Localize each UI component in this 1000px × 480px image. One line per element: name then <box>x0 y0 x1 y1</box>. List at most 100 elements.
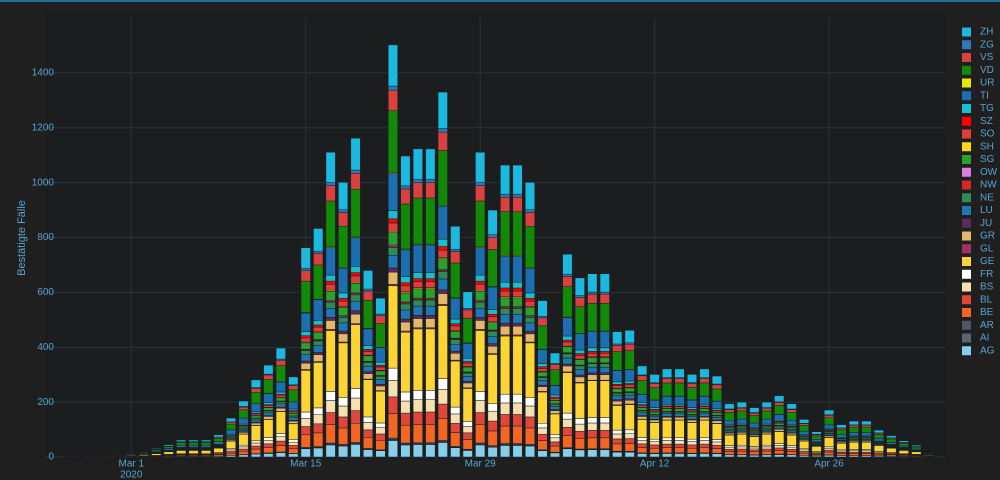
bar-segment <box>574 306 585 334</box>
bar-segment <box>836 424 847 429</box>
bar-segment <box>500 290 511 298</box>
bar-segment <box>350 283 361 294</box>
bar-segment <box>475 274 486 282</box>
bar-segment <box>512 335 523 395</box>
bar-segment <box>300 426 311 436</box>
bar-segment <box>612 381 623 385</box>
bar-segment <box>400 391 411 402</box>
bar-segment <box>412 424 423 443</box>
bar-segment <box>624 387 635 392</box>
bar-segment <box>799 419 810 424</box>
bar-segment <box>487 322 498 331</box>
bar-segment <box>500 425 511 444</box>
bar-segment <box>599 367 610 374</box>
bar-segment <box>612 345 623 352</box>
bar-segment <box>848 432 859 437</box>
legend-label: UR <box>980 78 994 89</box>
bar-segment <box>300 280 311 313</box>
bar-segment <box>313 432 324 447</box>
bar-segment <box>711 448 722 454</box>
bar-segment <box>537 368 548 372</box>
bar-segment <box>425 244 436 273</box>
bar-segment <box>612 331 623 345</box>
bar-segment <box>687 422 697 440</box>
bar-segment <box>425 182 436 199</box>
bar-segment <box>400 444 411 458</box>
bar-segment <box>549 441 560 447</box>
bar-segment <box>587 291 598 295</box>
bar-segment <box>637 365 648 376</box>
bar-segment <box>462 309 473 319</box>
bar-segment <box>250 391 261 405</box>
bar-segment <box>674 396 685 405</box>
bar-segment <box>512 281 523 289</box>
bar-segment <box>674 437 685 441</box>
bar-segment <box>599 303 610 332</box>
bar-segment <box>487 331 498 337</box>
bar-segment <box>300 418 311 427</box>
bar-segment <box>861 432 872 437</box>
bar-segment <box>412 318 423 329</box>
bar-segment <box>437 278 448 291</box>
bar-segment <box>562 372 573 414</box>
bar-segment <box>574 438 585 450</box>
bar-segment <box>338 342 349 398</box>
bar-segment <box>549 410 560 414</box>
bar-segment <box>599 372 610 375</box>
bar-segment <box>749 415 760 424</box>
bar-segment <box>338 445 349 458</box>
bar-segment <box>338 333 349 343</box>
bar-segment <box>475 400 486 413</box>
bar-segment <box>462 362 473 367</box>
bar-segment <box>275 391 286 395</box>
bar-segment <box>599 357 610 364</box>
bar-segment <box>375 440 386 451</box>
bar-segment <box>412 182 423 199</box>
legend-swatch <box>962 282 971 292</box>
bar-segment <box>238 450 249 455</box>
legend-label: SG <box>980 154 995 165</box>
bar-segment <box>250 415 261 419</box>
bar-segment <box>475 247 486 276</box>
legend-swatch <box>962 231 971 241</box>
bar-segment <box>263 419 274 438</box>
bar-segment <box>500 255 511 283</box>
bar-segment <box>350 294 361 302</box>
bar-segment <box>662 437 673 441</box>
bar-segment <box>487 336 498 344</box>
legend-label: BE <box>980 307 994 318</box>
bar-segment <box>425 278 436 282</box>
bar-segment <box>487 410 498 422</box>
bar-segment <box>275 359 286 366</box>
legend-label: AG <box>980 345 995 356</box>
bar-segment <box>500 297 511 307</box>
bar-segment <box>313 264 324 300</box>
bar-segment <box>786 409 797 413</box>
legend-label: GL <box>980 243 994 254</box>
bar-segment <box>437 403 448 419</box>
y-tick-label: 0 <box>48 452 54 463</box>
bar-segment <box>462 366 473 373</box>
bar-segment <box>624 394 635 400</box>
bar-segment <box>363 349 374 352</box>
bar-segment <box>512 308 523 315</box>
legend-swatch <box>962 104 971 113</box>
bar-segment <box>450 339 461 345</box>
bar-segment <box>387 89 398 111</box>
bar-segment <box>487 286 498 310</box>
bar-segment <box>450 331 461 339</box>
bar-segment <box>649 383 660 388</box>
bar-segment <box>861 441 872 450</box>
bar-segment <box>587 293 598 304</box>
bar-segment <box>263 405 274 408</box>
bar-segment <box>537 325 548 350</box>
bar-segment <box>425 411 436 425</box>
bar-segment <box>674 408 685 412</box>
bar-segment <box>774 450 785 455</box>
bar-segment <box>612 429 623 435</box>
bar-segment <box>637 416 648 420</box>
bar-segment <box>325 302 336 309</box>
bar-segment <box>313 332 324 340</box>
bar-segment <box>412 197 423 245</box>
bar-segment <box>674 416 685 421</box>
